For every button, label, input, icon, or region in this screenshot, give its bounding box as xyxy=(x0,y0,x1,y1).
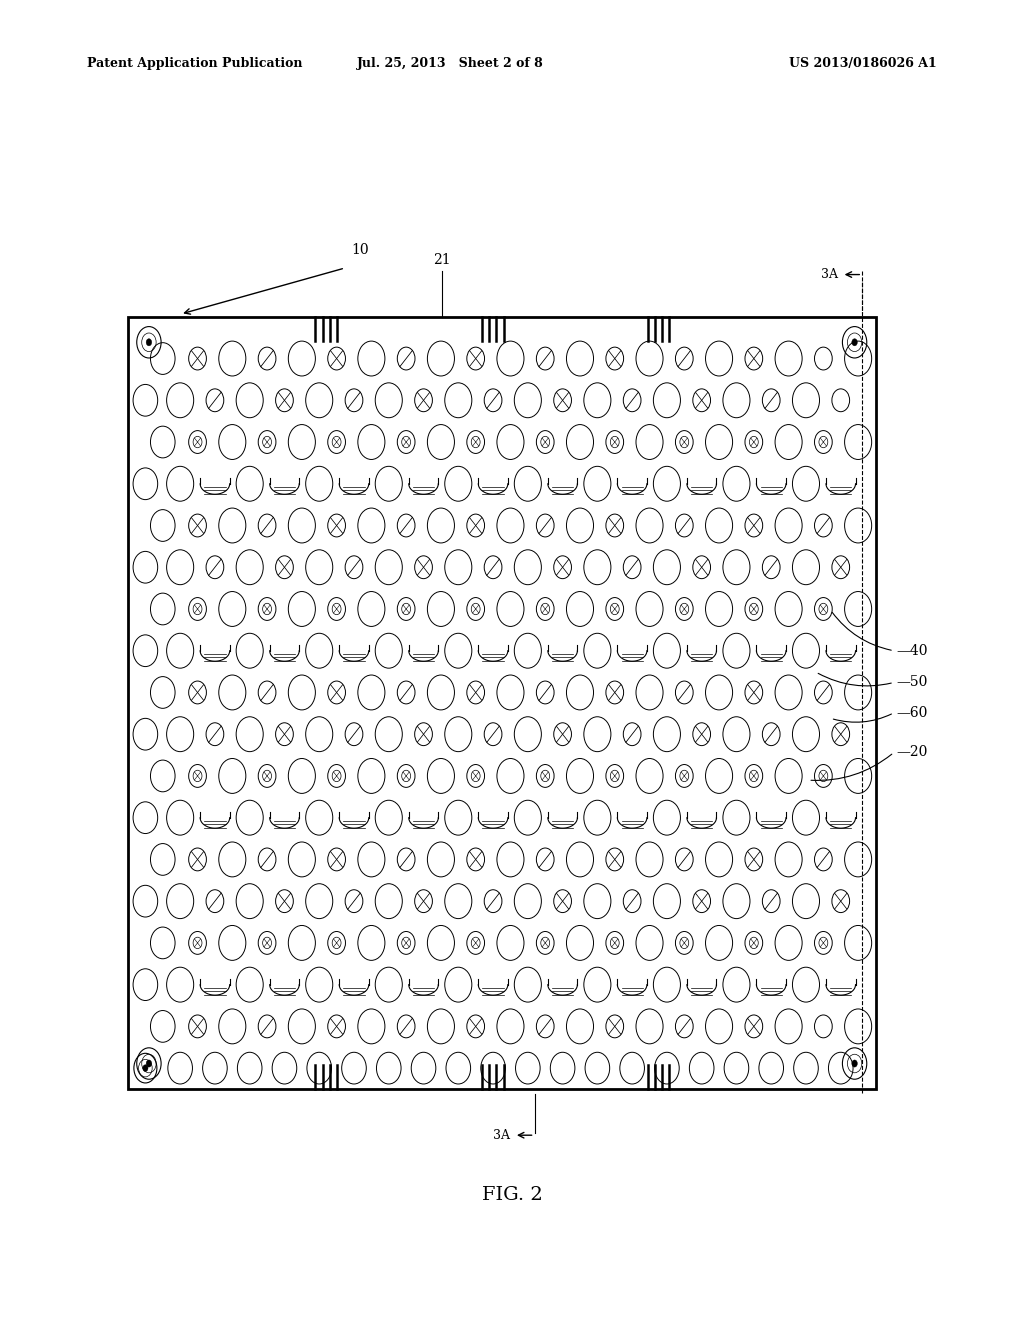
Bar xyxy=(128,317,876,1089)
Text: 3A: 3A xyxy=(493,1129,510,1142)
Text: 10: 10 xyxy=(351,243,370,257)
Circle shape xyxy=(852,339,857,346)
Circle shape xyxy=(146,339,152,346)
Text: —20: —20 xyxy=(896,746,928,759)
Text: 3A: 3A xyxy=(820,268,838,281)
Circle shape xyxy=(142,1065,148,1072)
Text: US 2013/0186026 A1: US 2013/0186026 A1 xyxy=(790,57,937,70)
Circle shape xyxy=(852,1060,857,1067)
Text: —40: —40 xyxy=(896,644,928,657)
Text: Patent Application Publication: Patent Application Publication xyxy=(87,57,302,70)
Text: FIG. 2: FIG. 2 xyxy=(481,1185,543,1204)
Text: —50: —50 xyxy=(896,676,928,689)
Text: —60: —60 xyxy=(896,706,928,719)
Circle shape xyxy=(146,1060,152,1067)
Text: Jul. 25, 2013   Sheet 2 of 8: Jul. 25, 2013 Sheet 2 of 8 xyxy=(357,57,544,70)
Text: 21: 21 xyxy=(433,252,452,267)
